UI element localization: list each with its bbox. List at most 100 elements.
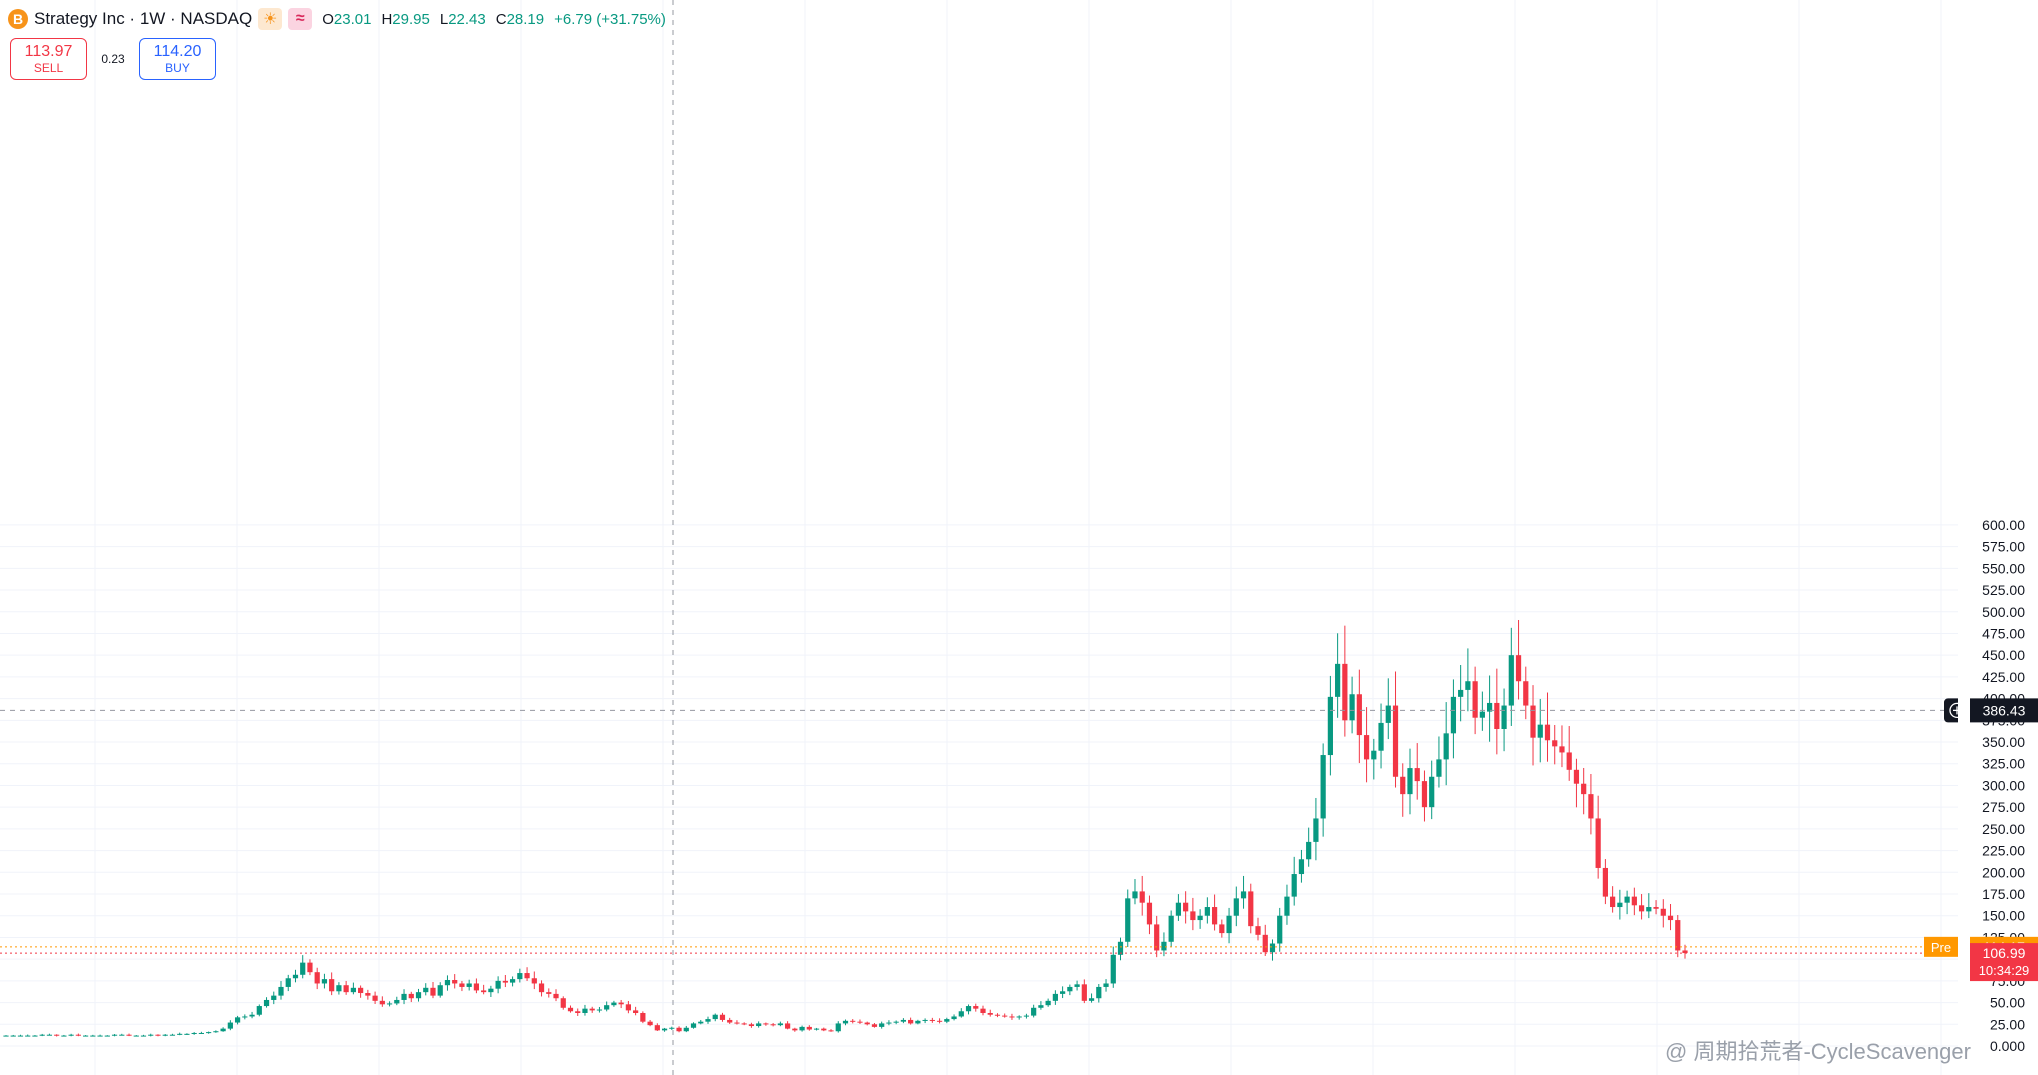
candle-body (343, 985, 349, 993)
candle-body (987, 1012, 993, 1015)
candle-body (676, 1027, 682, 1032)
candle-body (589, 1008, 595, 1011)
candle-body (104, 1035, 110, 1037)
candle-body (119, 1034, 125, 1036)
candle-body (1081, 984, 1087, 1001)
candle-body (1052, 993, 1058, 1001)
candle-body (669, 1027, 675, 1029)
candle-body (177, 1033, 183, 1035)
candle-body (900, 1019, 907, 1022)
candle-body (437, 985, 443, 996)
candle-body (625, 1004, 631, 1011)
candle-body (517, 973, 523, 980)
candle-body (1443, 733, 1449, 760)
candle-body (1501, 705, 1507, 729)
candle-body (1306, 841, 1312, 860)
ohlc-open: 23.01 (333, 10, 372, 28)
symbol-title[interactable]: Strategy Inc · 1W · NASDAQ (34, 9, 253, 28)
candle-body (763, 1023, 769, 1025)
candle-body (1385, 705, 1391, 723)
candle-body (227, 1022, 233, 1029)
candle-body (415, 992, 422, 999)
buy-button[interactable]: 114.20 BUY (139, 38, 216, 80)
candle-body (1204, 907, 1210, 916)
wave-icon[interactable]: ≈ (288, 8, 313, 30)
candle-body (1175, 902, 1182, 916)
candle-body (567, 1007, 574, 1012)
add-alert-plus-icon[interactable] (1944, 698, 1958, 723)
candle-body (958, 1011, 964, 1017)
candle-body (1602, 867, 1608, 897)
candle-body (220, 1028, 226, 1032)
candle-body (1009, 1016, 1015, 1018)
candle-body (821, 1028, 827, 1031)
candle-body (633, 1010, 639, 1013)
ohlc-change: +6.79 (+31.75%) (554, 10, 666, 28)
candle-body (1378, 722, 1384, 751)
candle-body (1429, 776, 1435, 808)
candle-body (1045, 1000, 1051, 1006)
candle-body (1486, 702, 1493, 712)
price-axis[interactable]: 0.00025.0050.0075.00100.00125.00150.0017… (1958, 0, 2038, 1075)
price-tick-label: 525.00 (1982, 582, 2025, 598)
candle-body (394, 999, 400, 1004)
candle-body (401, 993, 407, 1000)
price-tick-label: 350.00 (1982, 734, 2025, 750)
price-tick-label: 275.00 (1982, 799, 2025, 815)
candle-body (321, 979, 328, 984)
candle-body (741, 1023, 747, 1025)
candle-body (1320, 755, 1326, 819)
candle-body (864, 1022, 870, 1025)
candle-body (929, 1019, 935, 1021)
sun-icon[interactable]: ☀ (258, 8, 283, 30)
candle-body (1450, 696, 1457, 734)
candle-body (1211, 907, 1218, 925)
candle-body (813, 1028, 820, 1030)
price-tick-label: 450.00 (1982, 647, 2025, 663)
candle-body (1479, 711, 1485, 718)
bar-countdown: 10:34:29 (1979, 963, 2030, 978)
candle-body (1219, 924, 1225, 934)
candle-body (560, 998, 566, 1008)
candle-body (1240, 891, 1247, 899)
candle-body (1096, 986, 1102, 999)
candle-body (944, 1019, 950, 1022)
candle-body (908, 1019, 914, 1024)
candle-body (39, 1034, 45, 1036)
ohlc-close: 28.19 (506, 10, 545, 28)
candle-body (54, 1034, 60, 1036)
candle-body (770, 1024, 776, 1026)
candle-body (1638, 905, 1645, 912)
candle-body (654, 1025, 660, 1031)
candle-body (459, 983, 465, 987)
candle-body (842, 1020, 849, 1024)
candle-body (719, 1014, 726, 1020)
last-price-label: 106.99 10:34:29 (1970, 943, 2038, 982)
candle-body (140, 1035, 147, 1037)
candle-body (169, 1034, 176, 1036)
candle-body (980, 1008, 986, 1013)
sell-button[interactable]: 113.97 SELL (10, 38, 87, 80)
candle-body (965, 1006, 972, 1012)
candle-body (46, 1034, 53, 1036)
candle-body (68, 1034, 74, 1036)
candle-body (756, 1023, 762, 1027)
price-tick-label: 500.00 (1982, 604, 2025, 620)
candle-body (1146, 902, 1153, 925)
candle-body (1588, 794, 1594, 819)
candle-body (1624, 896, 1630, 903)
candle-body (712, 1014, 718, 1020)
price-chart[interactable]: Pre (0, 0, 1958, 1075)
price-axis-ticks: 0.00025.0050.0075.00100.00125.00150.0017… (1982, 517, 2025, 1054)
buy-price: 114.20 (153, 43, 202, 60)
candle-body (524, 973, 530, 979)
candle-body (1190, 911, 1196, 921)
candle-body (466, 983, 472, 987)
spread-value: 0.23 (101, 52, 125, 66)
candle-body (1327, 696, 1333, 756)
candle-body (509, 979, 516, 983)
candle-body (314, 972, 320, 984)
price-tick-label: 150.00 (1982, 908, 2025, 924)
candle-body (336, 985, 342, 992)
bitcoin-logo-icon: B (8, 9, 28, 29)
